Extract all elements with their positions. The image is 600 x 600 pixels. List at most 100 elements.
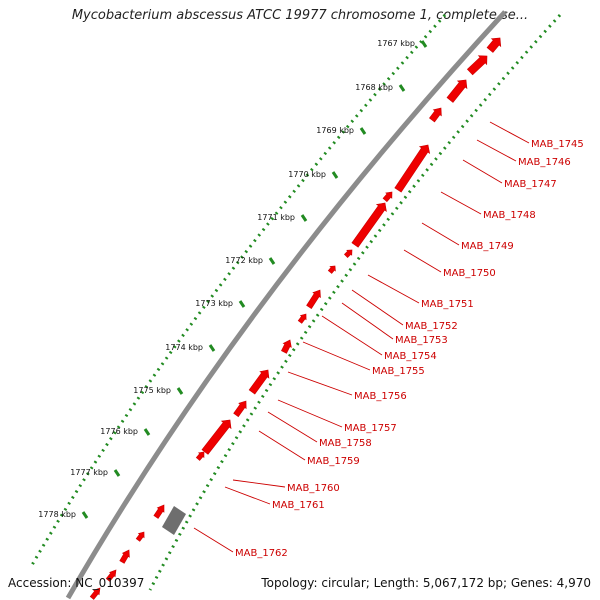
leader-line — [367, 274, 420, 304]
scale-tick-label: 1777 kbp — [70, 468, 108, 477]
gene-label-text: MAB_1760 — [287, 483, 340, 494]
scale-tick: 1768 kbp — [355, 83, 406, 92]
gene-arrow[interactable] — [343, 249, 353, 259]
scale-tick-label: 1768 kbp — [355, 83, 393, 92]
gene-arrow[interactable] — [89, 587, 101, 600]
gene-label[interactable]: MAB_1748 — [440, 191, 536, 221]
scale-tick-label: 1769 kbp — [316, 126, 354, 135]
gene-label[interactable]: MAB_1745 — [489, 121, 584, 150]
leader-line — [287, 371, 353, 396]
gene-label-text: MAB_1759 — [307, 456, 360, 467]
gene-label[interactable]: MAB_1750 — [403, 249, 496, 279]
feature-block[interactable] — [162, 506, 186, 535]
scale-ticks: 1767 kbp 1768 kbp 1769 kbp 1770 kbp 1771 kbp… — [38, 39, 428, 519]
gene-arrow[interactable] — [248, 369, 270, 395]
scale-tick-label: 1774 kbp — [165, 343, 203, 352]
scale-tick-label: 1778 kbp — [38, 510, 76, 519]
gene-label-text: MAB_1751 — [421, 299, 474, 310]
gene-label[interactable]: MAB_1756 — [287, 371, 407, 402]
scale-tick-label: 1767 kbp — [377, 39, 415, 48]
scale-tick: 1767 kbp — [377, 39, 428, 48]
leader-line — [224, 486, 271, 505]
gene-label[interactable]: MAB_1755 — [302, 341, 425, 377]
gene-arrow[interactable] — [351, 202, 387, 248]
leader-line — [302, 341, 371, 371]
gene-arrow[interactable] — [306, 289, 321, 309]
scale-tick: 1774 kbp — [165, 343, 216, 352]
scale-tick: 1771 kbp — [257, 213, 308, 222]
gene-label-text: MAB_1749 — [461, 241, 514, 252]
gene-label[interactable]: MAB_1760 — [232, 479, 340, 494]
gene-arrow[interactable] — [233, 400, 247, 418]
leader-line — [440, 191, 482, 215]
gene-label[interactable]: MAB_1752 — [351, 289, 458, 332]
gene-features — [89, 37, 502, 600]
leader-line — [193, 527, 234, 553]
gene-arrow[interactable] — [105, 569, 117, 582]
gene-arrow[interactable] — [382, 191, 393, 203]
scale-tick-label: 1776 kbp — [100, 427, 138, 436]
gene-label-text: MAB_1750 — [443, 268, 496, 279]
leader-line — [489, 121, 530, 144]
gene-arrow[interactable] — [281, 339, 292, 354]
scale-tick-label: 1771 kbp — [257, 213, 295, 222]
leader-line — [421, 222, 460, 246]
scale-tick-label: 1773 kbp — [195, 299, 233, 308]
accession-text: Accession: NC_010397 — [8, 576, 145, 590]
gene-arrow[interactable] — [201, 419, 232, 455]
gene-label[interactable]: MAB_1753 — [341, 302, 448, 346]
gene-label[interactable]: MAB_1759 — [258, 430, 360, 467]
gene-arrow[interactable] — [486, 37, 502, 53]
gene-arrow[interactable] — [394, 144, 431, 193]
leader-line — [476, 139, 517, 162]
leader-line — [341, 302, 394, 340]
gene-labels: MAB_1745 MAB_1746 MAB_1747 MAB_1748 MAB_1749… — [193, 121, 584, 559]
leader-line — [277, 399, 343, 428]
gene-label[interactable]: MAB_1758 — [267, 411, 372, 449]
gene-arrow[interactable] — [466, 55, 488, 76]
gene-label-text: MAB_1748 — [483, 210, 536, 221]
gene-arrow[interactable] — [446, 79, 468, 103]
gene-arrow[interactable] — [327, 265, 336, 274]
gene-arrow[interactable] — [195, 451, 205, 461]
backbone — [65, 10, 507, 600]
map-title: Mycobacterium abscessus ATCC 19977 chrom… — [71, 8, 529, 23]
gene-label[interactable]: MAB_1747 — [462, 159, 557, 190]
scale-tick: 1778 kbp — [38, 510, 89, 519]
gene-label-text: MAB_1752 — [405, 321, 458, 332]
gene-label-text: MAB_1757 — [344, 423, 397, 434]
gene-label[interactable]: MAB_1749 — [421, 222, 514, 252]
leader-line — [267, 411, 318, 443]
outer-scale-track — [30, 13, 447, 566]
scale-tick-label: 1772 kbp — [225, 256, 263, 265]
scale-tick: 1773 kbp — [195, 299, 246, 308]
scale-tick: 1775 kbp — [133, 386, 184, 395]
leader-line — [321, 315, 383, 356]
gene-arrow[interactable] — [153, 504, 165, 519]
gene-label[interactable]: MAB_1761 — [224, 486, 325, 511]
genome-summary-text: Topology: circular; Length: 5,067,172 bp… — [261, 576, 591, 590]
gene-label[interactable]: MAB_1751 — [367, 274, 474, 310]
gene-label[interactable]: MAB_1754 — [321, 315, 437, 362]
leader-line — [258, 430, 306, 461]
gene-arrow[interactable] — [297, 313, 307, 324]
gene-label-text: MAB_1746 — [518, 157, 571, 168]
scale-tick: 1777 kbp — [70, 468, 121, 477]
scale-tick: 1769 kbp — [316, 126, 367, 135]
gene-label[interactable]: MAB_1746 — [476, 139, 571, 168]
gene-label[interactable]: MAB_1762 — [193, 527, 288, 559]
leader-line — [351, 289, 404, 326]
scale-tick-label: 1770 kbp — [288, 170, 326, 179]
gene-label-text: MAB_1758 — [319, 438, 372, 449]
gene-label[interactable]: MAB_1757 — [277, 399, 397, 434]
scale-tick: 1776 kbp — [100, 427, 151, 436]
gene-label-text: MAB_1754 — [384, 351, 437, 362]
gene-arrow[interactable] — [135, 531, 145, 542]
scale-tick: 1770 kbp — [288, 170, 339, 179]
gene-label-text: MAB_1753 — [395, 335, 448, 346]
gene-arrow[interactable] — [119, 549, 130, 564]
gene-arrow[interactable] — [429, 107, 442, 123]
gene-label-text: MAB_1755 — [372, 366, 425, 377]
gene-label-text: MAB_1762 — [235, 548, 288, 559]
